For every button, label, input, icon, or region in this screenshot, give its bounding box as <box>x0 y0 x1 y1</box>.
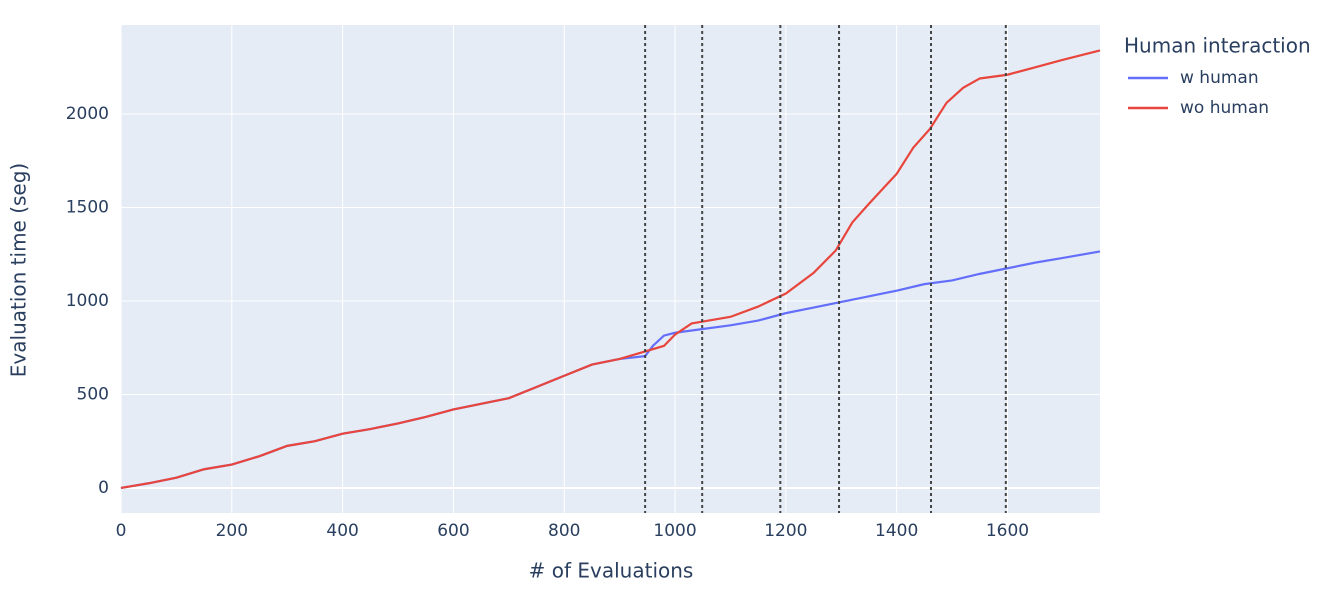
x-tick-label: 1400 <box>875 521 918 541</box>
x-tick-label: 800 <box>548 521 580 541</box>
x-tick-label: 1000 <box>653 521 696 541</box>
legend-title: Human interaction <box>1124 34 1311 58</box>
y-tick-label: 0 <box>98 478 109 498</box>
x-tick-label: 1200 <box>764 521 807 541</box>
x-tick-label: 400 <box>326 521 358 541</box>
x-tick-label: 1600 <box>986 521 1029 541</box>
legend-label: w human <box>1180 68 1259 88</box>
plot-area <box>121 25 1100 513</box>
y-tick-label: 1000 <box>66 291 109 311</box>
x-axis-title: # of Evaluations <box>529 559 694 583</box>
x-tick-label: 600 <box>437 521 469 541</box>
y-tick-label: 500 <box>77 384 109 404</box>
y-axis-title: Evaluation time (seg) <box>7 163 31 377</box>
legend-label: wo human <box>1180 98 1269 118</box>
series-line <box>120 49 1101 490</box>
y-tick-label: 2000 <box>66 104 109 124</box>
y-tick-label: 1500 <box>66 197 109 217</box>
x-tick-label: 0 <box>116 521 127 541</box>
x-tick-label: 200 <box>216 521 248 541</box>
